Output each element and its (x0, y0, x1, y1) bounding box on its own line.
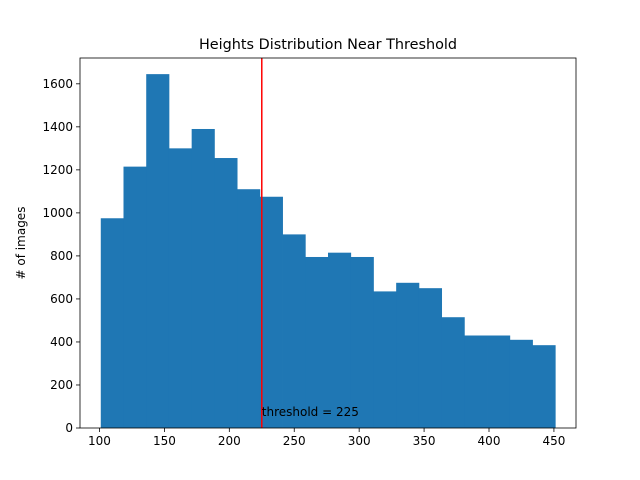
histogram-bar-1 (100, 218, 124, 428)
y-tick-label: 600 (50, 292, 73, 306)
histogram-bar-17 (464, 335, 488, 428)
chart-title: Heights Distribution Near Threshold (199, 37, 457, 53)
plot-frame (79, 57, 577, 429)
x-axis-ticks: 100 150 200 250 300 350 400 450 (88, 428, 565, 448)
y-tick-label: 1600 (42, 77, 73, 91)
histogram-bar-7 (237, 189, 261, 428)
x-tick-label: 150 (153, 434, 176, 448)
histogram-bar-9 (282, 234, 306, 428)
histogram-bar-11 (328, 252, 352, 428)
histogram-bar-6 (214, 158, 238, 429)
histogram-bar-8 (259, 196, 283, 428)
histogram-bar-18 (487, 335, 511, 428)
histogram-bar-4 (168, 148, 193, 429)
y-tick-label: 800 (50, 249, 73, 263)
histogram-bar-16 (441, 317, 465, 428)
histogram-bar-3 (146, 74, 170, 428)
histogram-bars (100, 74, 556, 429)
histogram-bar-14 (396, 282, 420, 428)
histogram-bar-13 (373, 291, 397, 428)
x-tick-label: 400 (478, 434, 501, 448)
x-tick-label: 350 (413, 434, 436, 448)
histogram-bar-12 (350, 256, 374, 428)
threshold-label: threshold = 225 (262, 405, 359, 419)
x-tick-label: 250 (283, 434, 306, 448)
y-tick-label: 1000 (42, 206, 73, 220)
y-tick-label: 1200 (42, 163, 73, 177)
histogram-bar-5 (191, 128, 215, 428)
x-tick-label: 300 (348, 434, 371, 448)
y-tick-label: 200 (50, 378, 73, 392)
histogram-bar-10 (305, 256, 329, 428)
histogram-bar-20 (532, 345, 556, 428)
y-tick-label: 400 (50, 335, 73, 349)
x-tick-label: 200 (218, 434, 241, 448)
histogram-bar-2 (123, 166, 147, 428)
y-tick-label: 1400 (42, 120, 73, 134)
y-axis-ticks: 0 200 400 600 800 1000 1200 1400 1600 (42, 77, 80, 435)
x-tick-label: 100 (88, 434, 111, 448)
histogram-bar-15 (418, 288, 443, 428)
x-tick-label: 450 (542, 434, 565, 448)
histogram-bar-19 (509, 339, 533, 428)
y-tick-label: 0 (65, 421, 73, 435)
y-axis-label: # of images (14, 207, 28, 280)
